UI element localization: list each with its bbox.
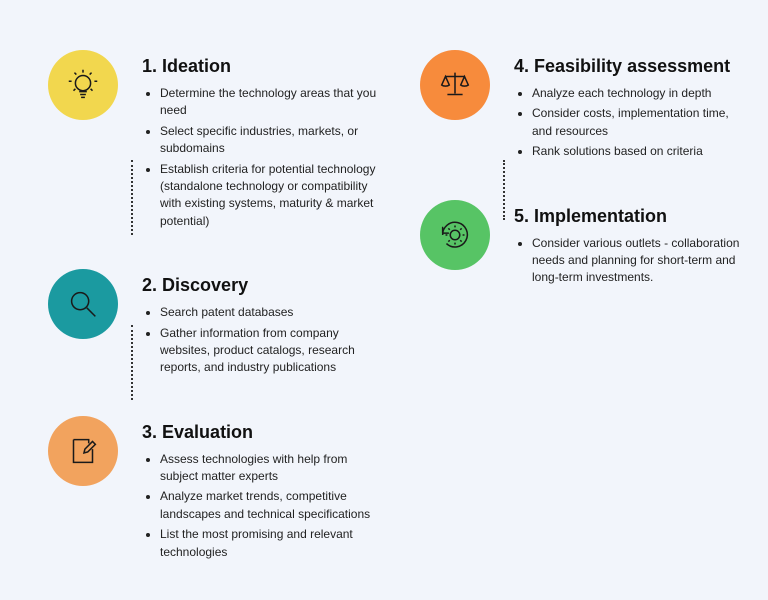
- bullet: Rank solutions based on criteria: [532, 143, 750, 160]
- bullet: Consider various outlets - collaboration…: [532, 235, 750, 287]
- magnifier-icon: [48, 269, 118, 339]
- step-title-text: Feasibility assessment: [534, 56, 730, 76]
- step-number: 3.: [142, 422, 157, 442]
- bullet: List the most promising and relevant tec…: [160, 526, 378, 561]
- step-implementation: 5. Implementation Consider various outle…: [420, 200, 750, 290]
- step-bullets: Assess technologies with help from subje…: [142, 451, 378, 561]
- step-number: 4.: [514, 56, 529, 76]
- bullet: Analyze market trends, competitive lands…: [160, 488, 378, 523]
- left-column: 1. Ideation Determine the technology are…: [48, 50, 378, 600]
- step-title: 2. Discovery: [142, 275, 378, 296]
- connector-4-5: [503, 160, 505, 220]
- step-bullets: Determine the technology areas that you …: [142, 85, 378, 230]
- step-title: 5. Implementation: [514, 206, 750, 227]
- bullet: Determine the technology areas that you …: [160, 85, 378, 120]
- step-title: 1. Ideation: [142, 56, 378, 77]
- step-title: 3. Evaluation: [142, 422, 378, 443]
- step-title-text: Evaluation: [162, 422, 253, 442]
- right-column: 4. Feasibility assessment Analyze each t…: [420, 50, 750, 326]
- step-number: 1.: [142, 56, 157, 76]
- gear-cycle-icon: [420, 200, 490, 270]
- scales-icon: [420, 50, 490, 120]
- step-bullets: Analyze each technology in depth Conside…: [514, 85, 750, 161]
- bullet: Consider costs, implementation time, and…: [532, 105, 750, 140]
- step-number: 2.: [142, 275, 157, 295]
- step-evaluation: 3. Evaluation Assess technologies with h…: [48, 416, 378, 564]
- bullet: Gather information from company websites…: [160, 325, 378, 377]
- step-title: 4. Feasibility assessment: [514, 56, 750, 77]
- edit-note-icon: [48, 416, 118, 486]
- connector-2-3: [131, 325, 133, 400]
- step-bullets: Search patent databases Gather informati…: [142, 304, 378, 377]
- connector-1-2: [131, 160, 133, 235]
- bullet: Search patent databases: [160, 304, 378, 321]
- bullet: Select specific industries, markets, or …: [160, 123, 378, 158]
- step-title-text: Discovery: [162, 275, 248, 295]
- step-ideation: 1. Ideation Determine the technology are…: [48, 50, 378, 233]
- step-title-text: Ideation: [162, 56, 231, 76]
- step-number: 5.: [514, 206, 529, 226]
- step-title-text: Implementation: [534, 206, 667, 226]
- step-discovery: 2. Discovery Search patent databases Gat…: [48, 269, 378, 380]
- lightbulb-icon: [48, 50, 118, 120]
- bullet: Analyze each technology in depth: [532, 85, 750, 102]
- bullet: Assess technologies with help from subje…: [160, 451, 378, 486]
- step-feasibility: 4. Feasibility assessment Analyze each t…: [420, 50, 750, 164]
- step-bullets: Consider various outlets - collaboration…: [514, 235, 750, 287]
- bullet: Establish criteria for potential technol…: [160, 161, 378, 231]
